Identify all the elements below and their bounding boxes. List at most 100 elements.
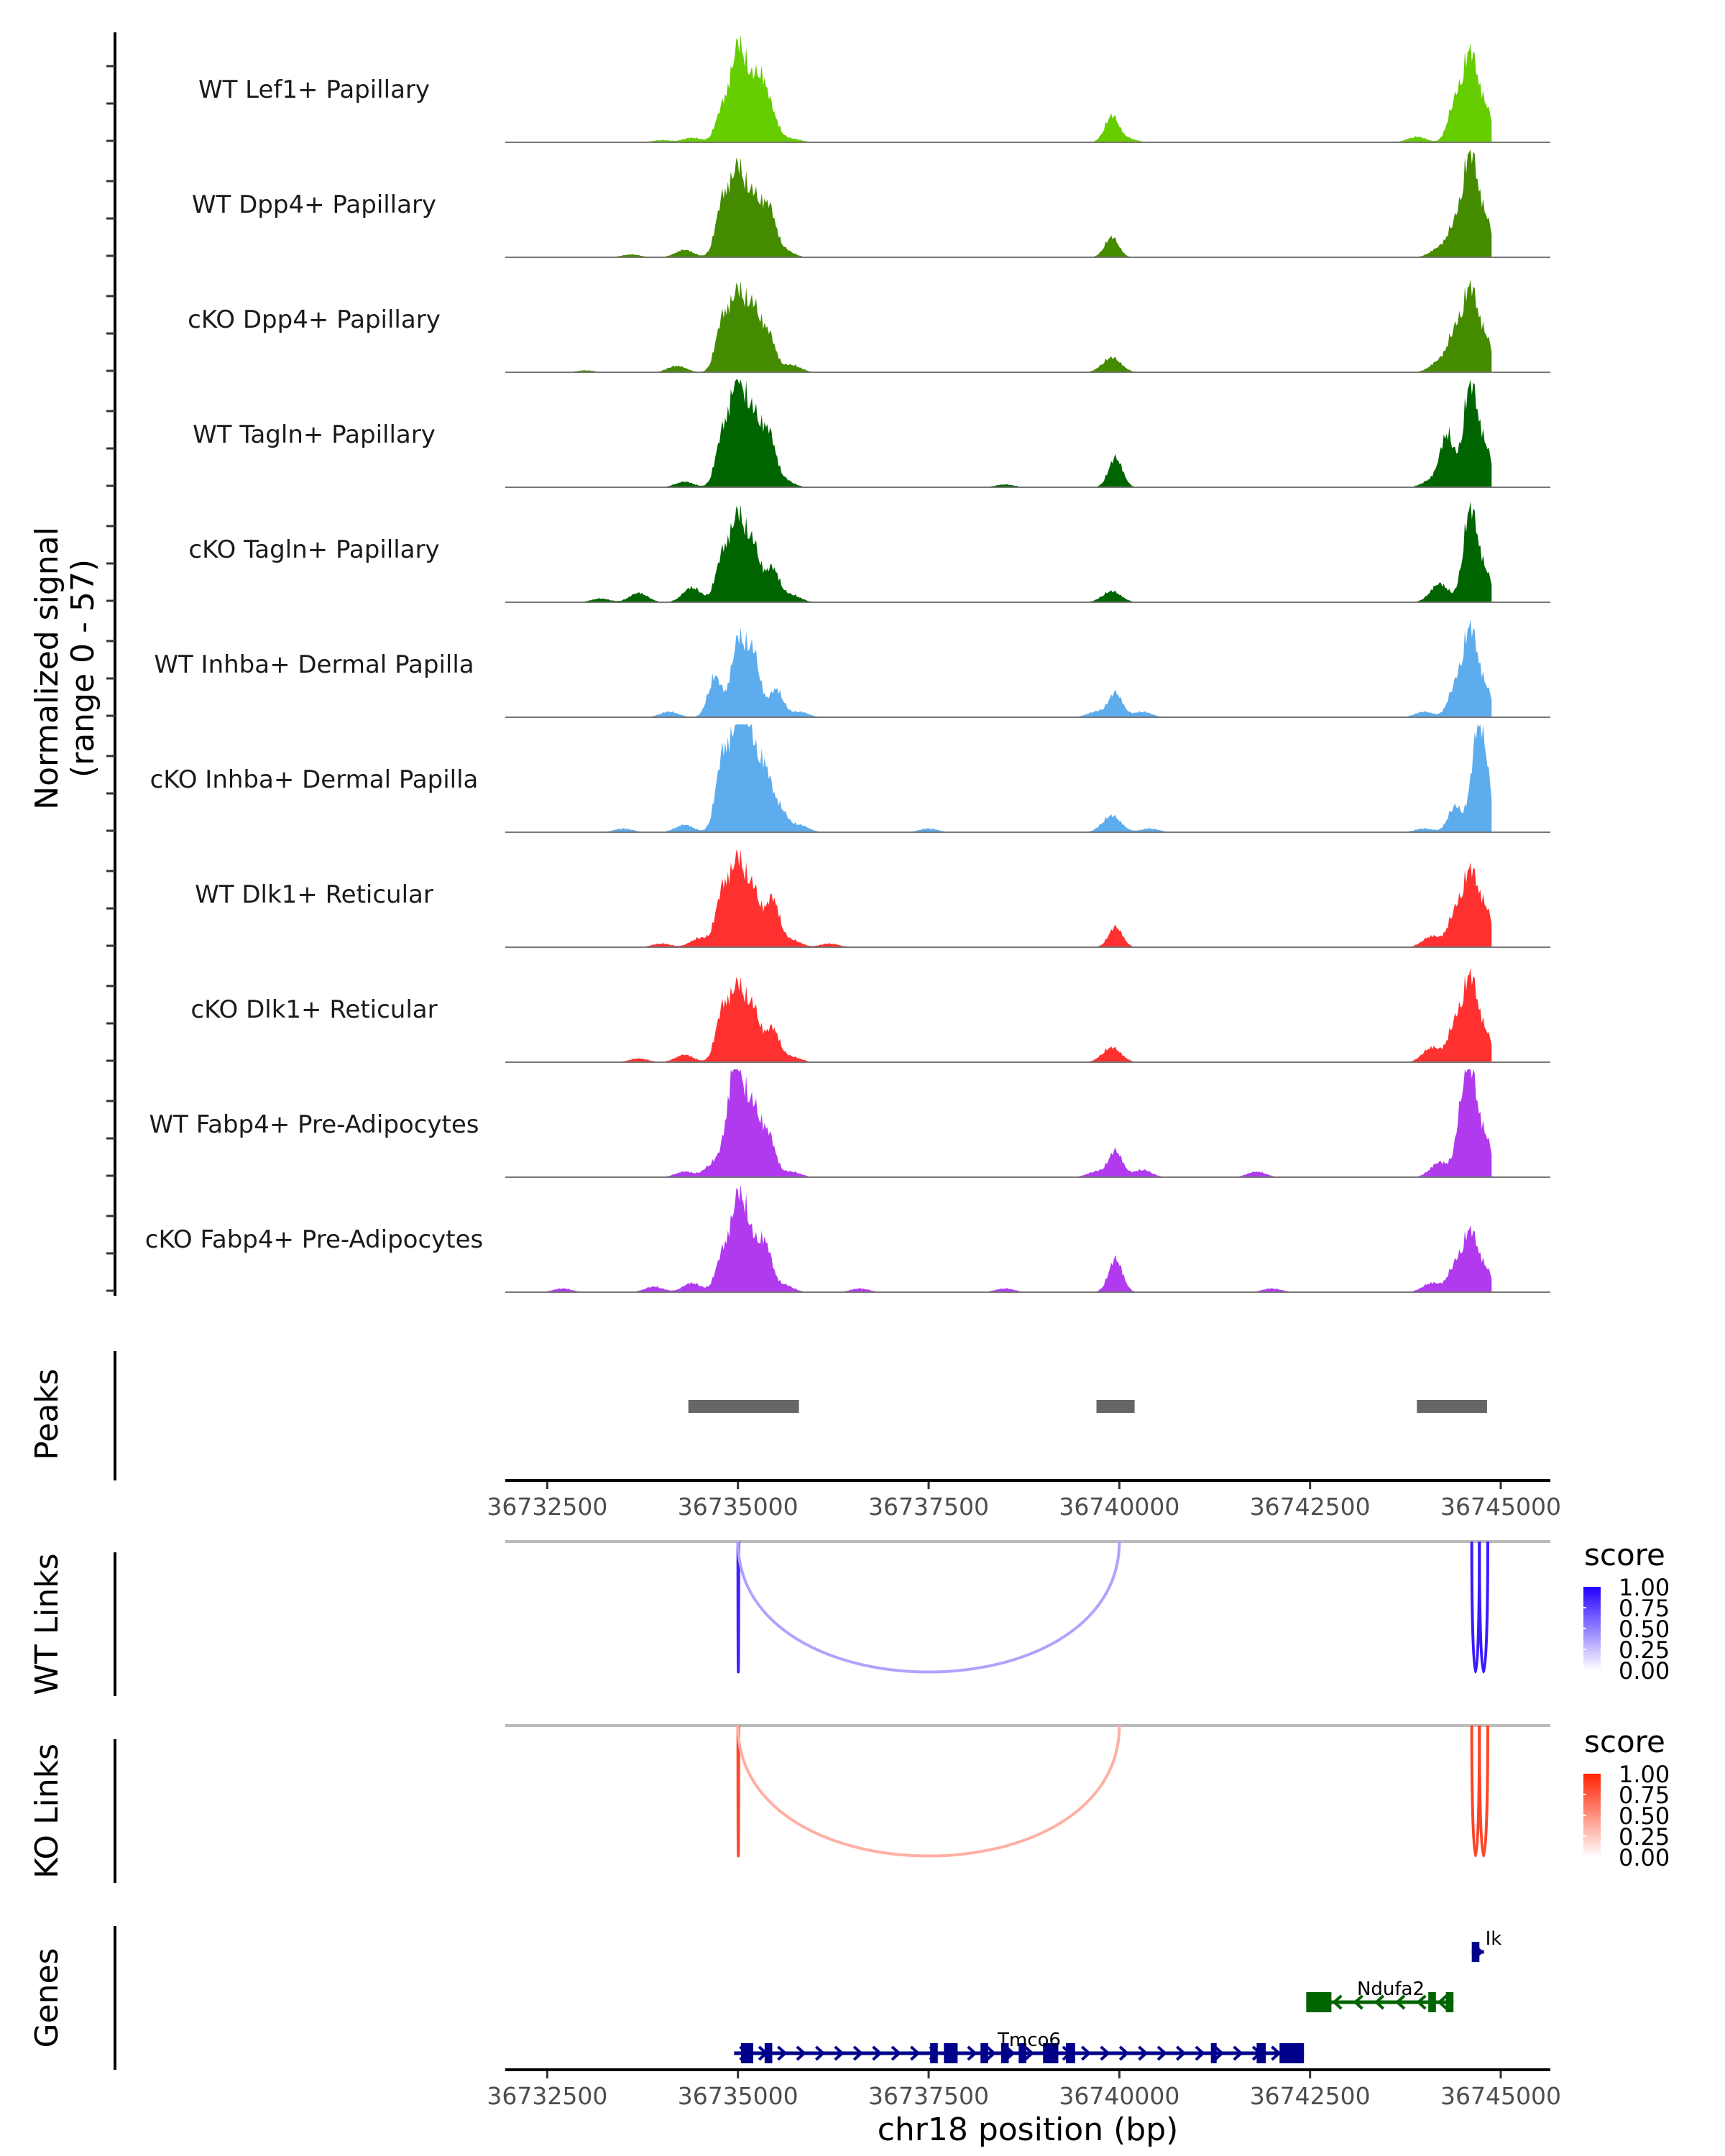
coverage-track: WT Inhba+ Dermal Papilla [154,619,1550,718]
gene-models: Ik Ndufa2 Tmco6 [734,1928,1501,2063]
coverage-area [505,280,1492,372]
link-arc [736,1541,1121,1674]
strand-arrow [985,2045,997,2061]
gene-exon [1428,1992,1436,2012]
coverage-track: cKO Dpp4+ Papillary [188,280,1550,373]
y-axis-title-line2: (range 0 - 57) [65,559,101,778]
gene-model: Ik [1471,1928,1502,1962]
x-tick-label: 36745000 [1440,1493,1561,1521]
x-tick-label: 36737500 [868,2082,989,2110]
gene-exon [1306,1992,1332,2012]
link-arc [736,1541,740,1674]
track-label: WT Inhba+ Dermal Papilla [154,650,474,679]
legend-tick-label: 0.00 [1619,1657,1670,1685]
x-tick-label: 36742500 [1250,2082,1371,2110]
gene-exon [930,2043,938,2063]
x-tick-label: 36737500 [868,1493,989,1521]
strand-arrow [1233,2045,1243,2061]
gene-exon [1018,2043,1026,2063]
gene-label: Tmco6 [997,2030,1061,2051]
gene-exon [1066,2043,1075,2063]
track-label: WT Dpp4+ Papillary [192,190,436,219]
x-tick-label: 36735000 [678,2082,799,2110]
legend-tick-label: 0.00 [1619,1844,1670,1871]
coverage-area [505,34,1492,142]
peaks-track-label: Peaks [29,1368,65,1460]
peaks-bars [688,1400,1487,1413]
wt-links-track-label: WT Links [29,1553,65,1695]
coverage-track: cKO Fabp4+ Pre-Adipocytes [145,1184,1550,1293]
x-tick-label: 36745000 [1440,2082,1561,2110]
gene-exon [1445,1992,1454,2012]
peak-region [1417,1400,1487,1413]
strand-arrow [1100,2045,1110,2061]
gene-exon [1471,1942,1480,1962]
gene-label: Ik [1486,1928,1502,1950]
coverage-area [505,501,1492,602]
coverage-area [505,1184,1492,1292]
track-label: cKO Dpp4+ Papillary [188,305,441,334]
strand-arrow [834,2045,845,2061]
strand-arrow [1271,2045,1282,2061]
strand-arrow [1437,1994,1448,2010]
gene-exon [1043,2043,1059,2063]
coverage-area [505,1069,1492,1177]
coverage-area [505,724,1492,832]
peak-region [1096,1400,1135,1413]
gene-exon [740,2043,753,2063]
strand-arrow [1176,2045,1187,2061]
gene-exon [1210,2043,1217,2063]
y-axis-title: Normalized signal (range 0 - 57) [29,527,101,810]
gene-exon [1256,2043,1266,2063]
genes-track-label: Genes [29,1948,65,2047]
link-arc [736,1725,1121,1858]
link-arc [736,1725,740,1858]
strand-arrow [1353,1994,1363,2010]
coverage-track: WT Dpp4+ Papillary [192,149,1550,258]
x-tick-label: 36740000 [1059,1493,1179,1521]
gene-exon [764,2043,773,2063]
x-tick-label: 36732500 [487,1493,607,1521]
strand-arrow [1395,1994,1406,2010]
legend-tick-label: 0.25 [1619,1636,1670,1664]
coverage-track: WT Lef1+ Papillary [198,34,1550,143]
gene-exon [944,2043,958,2063]
coverage-y-axis [106,32,116,1296]
strand-arrow [852,2045,864,2061]
strand-arrow [1195,2045,1205,2061]
track-label: WT Tagln+ Papillary [193,420,436,449]
strand-arrow [967,2045,978,2061]
genes-x-axis: 36732500 36735000 36737500 36740000 36742500… [487,2068,1561,2110]
strand-arrow [1213,2045,1225,2061]
legend-tick-label: 0.50 [1619,1802,1670,1830]
legend-title: score [1584,1537,1665,1572]
strand-arrow [1374,1994,1385,2010]
coverage-area [505,379,1492,487]
coverage-track: WT Dlk1+ Reticular [195,849,1550,948]
gene-exon [1279,2043,1305,2063]
track-label: cKO Tagln+ Papillary [188,535,439,564]
coverage-tracks: WT Lef1+ Papillary WT Dpp4+ Papillary cKO … [145,34,1550,1293]
track-label: cKO Fabp4+ Pre-Adipocytes [145,1225,484,1254]
track-label: WT Dlk1+ Reticular [195,880,433,909]
gene-exon [980,2043,988,2063]
track-label: WT Lef1+ Papillary [198,75,430,104]
coverage-track: cKO Tagln+ Papillary [188,501,1550,603]
gene-model: Tmco6 [734,2030,1305,2063]
gene-model: Ndufa2 [1306,1978,1454,2012]
peaks-x-axis: 36732500 36735000 36737500 36740000 36742500… [487,1479,1561,1521]
strand-arrow [1080,2045,1092,2061]
x-tick-label: 36740000 [1059,2082,1179,2110]
legend-tick-label: 0.25 [1619,1823,1670,1851]
strand-arrow [910,2045,921,2061]
strand-arrow [796,2045,806,2061]
gene-label: Ndufa2 [1357,1978,1425,2000]
legend-tick-label: 0.75 [1619,1595,1670,1622]
legend-tick-label: 0.50 [1619,1616,1670,1643]
strand-arrow [1156,2045,1167,2061]
